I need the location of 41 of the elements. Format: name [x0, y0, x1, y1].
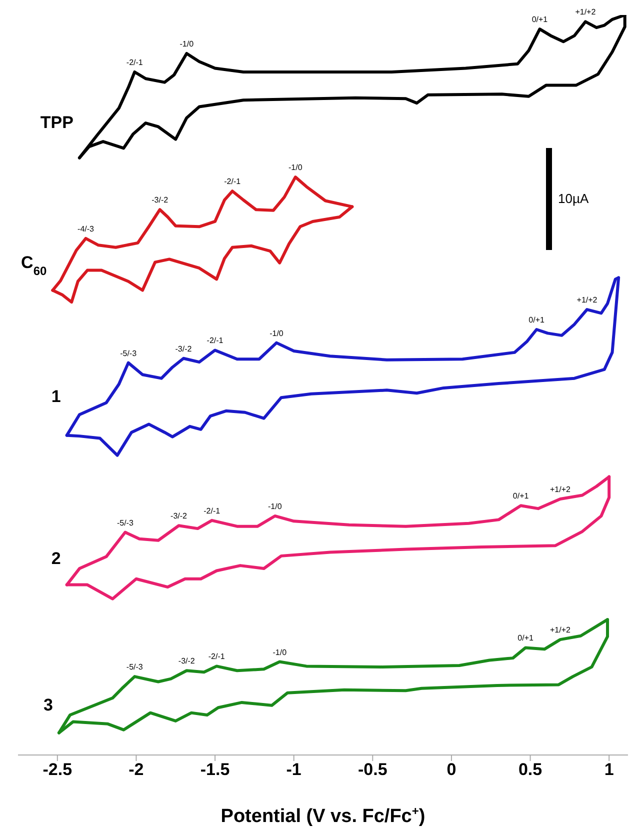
annotation: 0/+1 — [512, 492, 530, 501]
x-tick-label: 1 — [604, 760, 614, 780]
series-label: 3 — [44, 695, 53, 714]
annotation: -3/-2 — [178, 656, 196, 666]
annotation: -1/0 — [180, 39, 194, 48]
x-tick-label: -2 — [128, 760, 144, 780]
annotation: +1/+2 — [575, 8, 596, 17]
x-tick-label: -0.5 — [358, 760, 388, 780]
annotation: -5/-3 — [116, 518, 134, 528]
annotation: -2/-1 — [204, 506, 221, 516]
series-label: 2 — [51, 548, 61, 568]
annotation: -4/-3 — [78, 224, 95, 234]
annotation: 0/+1 — [528, 316, 546, 324]
annotation: -5/-3 — [126, 662, 144, 672]
annotation: 0/+1 — [532, 15, 548, 24]
annotation: +1/+2 — [550, 484, 572, 494]
x-tick-label: -2.5 — [42, 760, 72, 780]
series-label: C$_{60}$ — [21, 252, 47, 278]
x-tick-label: -1.5 — [200, 760, 230, 780]
annotation: -1/0 — [272, 648, 288, 657]
annotation: -3/-2 — [152, 196, 169, 205]
x-tick-label: 0 — [446, 760, 456, 780]
annotation: -3/-2 — [175, 344, 192, 354]
annotation: -3/-2 — [170, 512, 188, 521]
annotation: -5/-3 — [120, 348, 138, 358]
annotation: -1/0 — [268, 502, 282, 511]
annotation: +1/+2 — [550, 626, 572, 635]
annotation: 0/+1 — [518, 634, 534, 643]
annotation: -1/0 — [270, 328, 284, 338]
series-label: TPP — [40, 113, 74, 132]
annotation: -2/-1 — [126, 58, 144, 67]
annotation: -2/-1 — [208, 652, 226, 662]
x-axis-title: Potential (V vs. Fc/Fc$^{+}$) — [220, 804, 426, 827]
annotation: +1/+2 — [576, 296, 598, 305]
annotation: -2/-1 — [224, 177, 242, 186]
x-tick-label: -1 — [286, 760, 302, 780]
annotation: 10µA — [558, 191, 589, 206]
x-tick-label: 0.5 — [518, 760, 542, 780]
series-label: 1 — [51, 386, 61, 406]
annotation: -1/0 — [288, 163, 303, 172]
annotation: -2/-1 — [206, 336, 224, 346]
